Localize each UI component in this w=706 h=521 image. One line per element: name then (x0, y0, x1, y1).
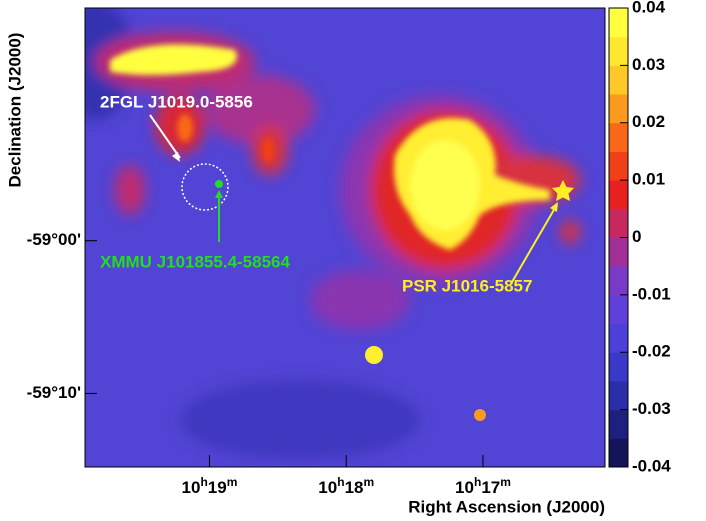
source-dot (215, 180, 223, 188)
colorbar-tick-label: -0.01 (632, 284, 671, 303)
colorbar-band (609, 151, 628, 181)
colorbar-band (609, 323, 628, 353)
y-axis-label: Declination (J2000) (5, 33, 24, 188)
map-image (85, 8, 605, 467)
colorbar-band (609, 36, 628, 66)
annotation: PSR J1016-5857 (402, 276, 532, 295)
colorbar-band (609, 180, 628, 210)
x-tick-label: 10h19m (182, 475, 238, 497)
colorbar-tick-label: 0.01 (632, 170, 665, 189)
colorbar-tick-label: -0.03 (632, 399, 671, 418)
colorbar-band (609, 94, 628, 124)
x-tick-part: m (227, 475, 238, 489)
annotation: XMMU J101855.4-58564 (100, 252, 291, 271)
x-tick-part: h (200, 475, 207, 489)
plot-frame (84, 7, 606, 468)
colorbar-band (609, 122, 628, 152)
bright-spot (365, 346, 383, 364)
colorbar-band (609, 237, 628, 267)
colorbar-tick-label: 0 (632, 227, 641, 246)
bright-spot (474, 409, 486, 421)
x-tick-part: 17 (481, 478, 500, 497)
x-tick-part: 10 (318, 478, 337, 497)
colorbar-band (609, 409, 628, 439)
emission-core (110, 44, 550, 250)
colorbar-tick-label: -0.04 (632, 456, 671, 475)
x-axis-label: Right Ascension (J2000) (408, 497, 605, 516)
colorbar-tick-label: -0.02 (632, 342, 671, 361)
x-tick-part: h (474, 475, 481, 489)
x-tick-part: 10 (182, 478, 201, 497)
x-tick-part: 18 (345, 478, 364, 497)
x-tick-label: 10h18m (318, 475, 374, 497)
colorbar-band (609, 65, 628, 95)
colorbar-tick-label: 0.02 (632, 112, 665, 131)
arrow (511, 207, 556, 283)
y-tick-label: -59°00' (27, 230, 81, 249)
y-tick-label: -59°10' (27, 383, 81, 402)
x-tick-part: m (500, 475, 511, 489)
colorbar-band (609, 438, 628, 468)
x-tick-label: 10h17m (455, 475, 511, 497)
annotation: 2FGL J1019.0-5856 (100, 92, 253, 111)
colorbar-band (609, 208, 628, 238)
colorbar-band (609, 380, 628, 411)
error-circle (181, 163, 229, 211)
colorbar-band (609, 266, 628, 296)
x-tick-part: m (363, 475, 374, 489)
x-tick-part: 10 (455, 478, 474, 497)
pulsar-star (552, 180, 574, 201)
x-tick-part: h (337, 475, 344, 489)
colorbar-band (609, 8, 628, 38)
colorbar-band (609, 294, 628, 325)
colorbar-tick-label: 0.04 (632, 0, 666, 16)
colorbar-band (609, 352, 628, 382)
colorbar-tick-label: 0.03 (632, 55, 665, 74)
arrowhead (215, 190, 223, 198)
arrow (149, 114, 181, 159)
x-tick-part: 19 (208, 478, 227, 497)
arrowhead (172, 152, 180, 162)
arrowhead (550, 202, 558, 212)
